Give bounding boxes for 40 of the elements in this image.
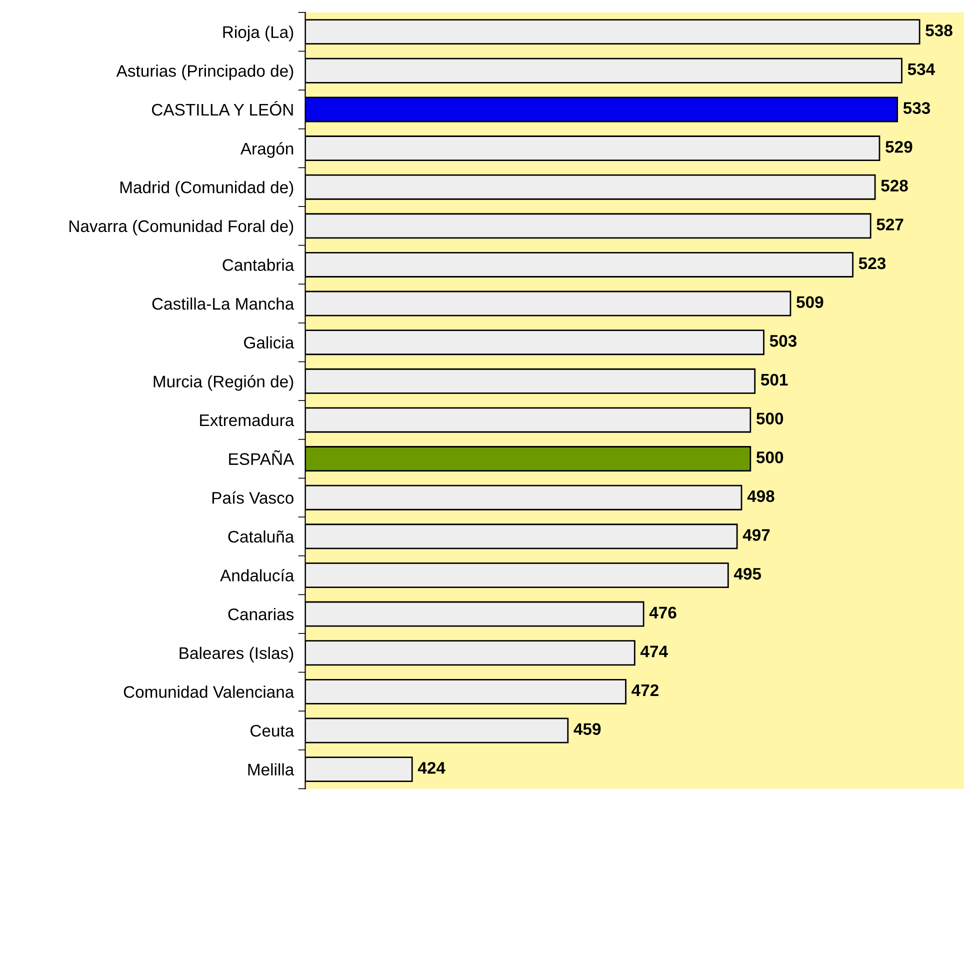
- y-tick-label: Cataluña: [228, 530, 294, 543]
- data-label: 474: [640, 646, 668, 658]
- data-label: 495: [734, 568, 762, 580]
- data-label: 527: [876, 218, 904, 230]
- data-label: 509: [796, 296, 824, 308]
- data-label: 501: [760, 374, 788, 386]
- y-tick-label: Andalucía: [220, 568, 294, 582]
- y-tick-label: Cantabria: [222, 258, 294, 271]
- y-tick-label: Ceuta: [250, 724, 294, 737]
- data-label: 500: [756, 451, 784, 464]
- data-label: 424: [418, 762, 446, 774]
- data-label: 459: [574, 723, 601, 735]
- y-tick-label: Aragón: [240, 142, 294, 158]
- data-label: 533: [903, 102, 930, 114]
- y-tick-label: Madrid (Comunidad de): [120, 181, 294, 197]
- y-tick-label: Navarra (Comunidad Foral de): [70, 220, 294, 236]
- y-tick-label: Castilla-La Mancha: [152, 297, 294, 310]
- y-tick-label: Canarias: [228, 608, 294, 620]
- y-tick-label: Galicia: [244, 336, 294, 349]
- y-tick-label: Melilla: [248, 763, 294, 776]
- y-tick-label: Comunidad Valenciana: [124, 686, 294, 698]
- y-tick-label: Asturias (Principado de): [116, 64, 294, 80]
- y-tick-label: CASTILLA Y LEÓN: [152, 101, 293, 116]
- data-label: 534: [908, 63, 936, 76]
- y-tick-label: ESPAÑA: [229, 450, 294, 465]
- data-label: 529: [886, 140, 912, 153]
- data-label: 528: [881, 180, 908, 192]
- data-label: 500: [756, 412, 784, 424]
- data-label: 497: [742, 529, 770, 541]
- data-label: 523: [858, 257, 886, 270]
- y-tick-label: País Vasco: [212, 491, 294, 504]
- y-tick-label: Baleares (Islas): [180, 646, 294, 662]
- data-label: 538: [926, 24, 952, 36]
- data-label: 503: [770, 335, 797, 347]
- data-label: 476: [649, 606, 676, 619]
- y-tick-label: Murcia (Región de): [154, 375, 294, 391]
- data-label: 498: [747, 490, 774, 502]
- y-tick-label: Rioja (La): [223, 26, 294, 42]
- data-label: 472: [632, 684, 658, 696]
- y-tick-label: Extremadura: [200, 414, 294, 426]
